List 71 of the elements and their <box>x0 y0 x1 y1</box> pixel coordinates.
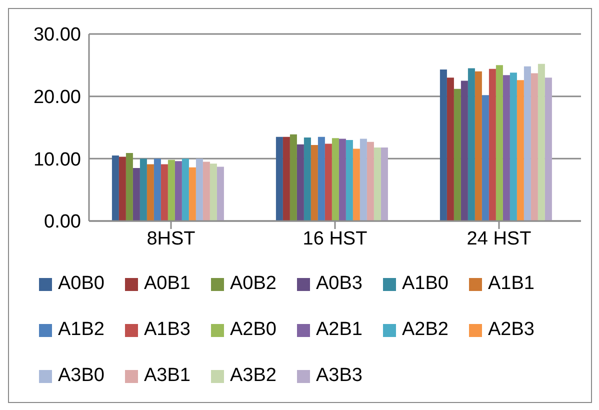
legend-label: A0B1 <box>144 273 190 295</box>
bar <box>360 138 367 221</box>
bar <box>182 158 189 221</box>
bar <box>168 160 175 221</box>
legend-label: A3B2 <box>230 365 276 387</box>
y-tick-label: 30.00 <box>33 24 81 46</box>
bar <box>338 138 346 221</box>
bar <box>516 80 524 221</box>
bar <box>460 80 468 221</box>
bar <box>380 147 388 221</box>
legend-label: A2B2 <box>402 319 448 341</box>
legend-label: A2B1 <box>316 319 362 341</box>
bar <box>474 71 482 221</box>
bar <box>140 158 147 221</box>
bar <box>290 134 297 221</box>
bar <box>524 66 531 221</box>
bar <box>112 156 119 221</box>
bar <box>352 148 360 221</box>
bar <box>544 78 552 221</box>
legend-label: A0B3 <box>316 273 362 295</box>
legend-label: A2B0 <box>230 319 276 341</box>
legend-label: A0B2 <box>230 273 276 295</box>
bar <box>296 144 304 221</box>
bar <box>276 136 283 221</box>
bar <box>160 164 168 221</box>
bar <box>482 95 489 221</box>
bar <box>282 136 290 221</box>
legend-label: A1B1 <box>488 273 534 295</box>
bar <box>324 144 332 221</box>
legend-label: A3B1 <box>144 365 190 387</box>
y-tick-label: 0.00 <box>44 212 81 233</box>
bar <box>346 140 353 221</box>
x-tick-label: 16 HST <box>302 228 368 250</box>
y-tick-label: 20.00 <box>33 87 81 108</box>
bar <box>210 164 217 221</box>
bar <box>188 167 196 221</box>
x-tick-label: 8HST <box>146 228 196 250</box>
bar <box>488 68 496 221</box>
bar <box>446 78 454 221</box>
bar <box>118 156 126 221</box>
bar <box>132 168 140 221</box>
bar <box>196 158 203 221</box>
legend-label: A1B0 <box>402 273 448 295</box>
bar <box>538 64 545 221</box>
bar <box>496 65 503 221</box>
legend-label: A3B0 <box>58 365 104 387</box>
legend-label: A0B0 <box>58 273 104 295</box>
bar <box>202 162 210 221</box>
x-tick-label: 24 HST <box>466 228 532 250</box>
legend-label: A1B3 <box>144 319 190 341</box>
legend-label: A2B3 <box>488 319 534 341</box>
bar <box>510 72 517 221</box>
bar <box>154 158 161 221</box>
legend-label: A3B3 <box>316 365 362 387</box>
bar <box>440 70 447 221</box>
bar <box>174 161 182 221</box>
bar <box>146 164 154 221</box>
bar <box>468 68 475 221</box>
bar <box>374 147 381 221</box>
bar <box>502 75 510 221</box>
bar <box>332 138 339 221</box>
bar <box>318 136 325 221</box>
y-tick-label: 10.00 <box>33 149 81 170</box>
legend-label: A1B2 <box>58 319 104 341</box>
bar <box>366 142 374 221</box>
bar <box>304 137 311 221</box>
bar <box>530 73 538 221</box>
bar <box>310 144 318 221</box>
bar <box>454 88 461 221</box>
bar <box>216 166 224 221</box>
bar <box>126 153 133 221</box>
